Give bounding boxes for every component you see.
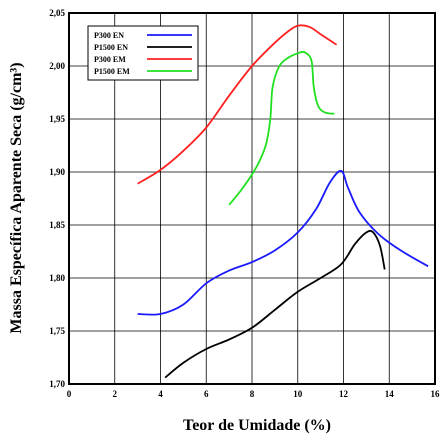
y-tick-label: 2,00 — [49, 61, 65, 71]
plot-frame — [68, 12, 436, 385]
legend-label: P300 EN — [94, 31, 124, 40]
series-layer — [137, 24, 429, 379]
legend-label: P300 EM — [94, 55, 126, 64]
y-tick-label: 1,70 — [49, 379, 65, 389]
x-tick-label: 2 — [113, 389, 118, 399]
x-tick-label: 6 — [204, 389, 209, 399]
y-tick-label: 1,85 — [49, 220, 65, 230]
x-tick-label: 10 — [293, 389, 303, 399]
series-line-1 — [164, 229, 386, 379]
x-tick-label: 16 — [431, 389, 441, 399]
legend-label: P1500 EM — [94, 67, 130, 76]
legend: P300 EN P1500 EN P300 EM P1500 EM — [87, 25, 199, 81]
y-axis-title: Massa Específica Aparente Seca (g/cm³) — [8, 62, 25, 333]
legend-label: P1500 EN — [94, 43, 128, 52]
x-axis-title: Teor de Umidade (%) — [183, 417, 331, 434]
tick-labels: 0 2 4 6 8 10 12 14 16 1,70 1,75 1,80 1,85 1,90 1,95 2,0… — [49, 8, 440, 399]
y-tick-label: 2,05 — [49, 8, 65, 18]
x-tick-label: 4 — [158, 389, 163, 399]
y-tick-label: 1,75 — [49, 326, 65, 336]
y-tick-label: 1,80 — [49, 273, 65, 283]
x-tick-label: 0 — [67, 389, 72, 399]
x-tick-label: 12 — [339, 389, 349, 399]
series-line-2 — [137, 24, 338, 185]
y-tick-label: 1,95 — [49, 114, 65, 124]
series-line-3 — [228, 50, 335, 206]
x-tick-label: 14 — [385, 389, 395, 399]
y-tick-label: 1,90 — [49, 167, 65, 177]
series-line-0 — [137, 169, 429, 316]
x-tick-label: 8 — [250, 389, 255, 399]
